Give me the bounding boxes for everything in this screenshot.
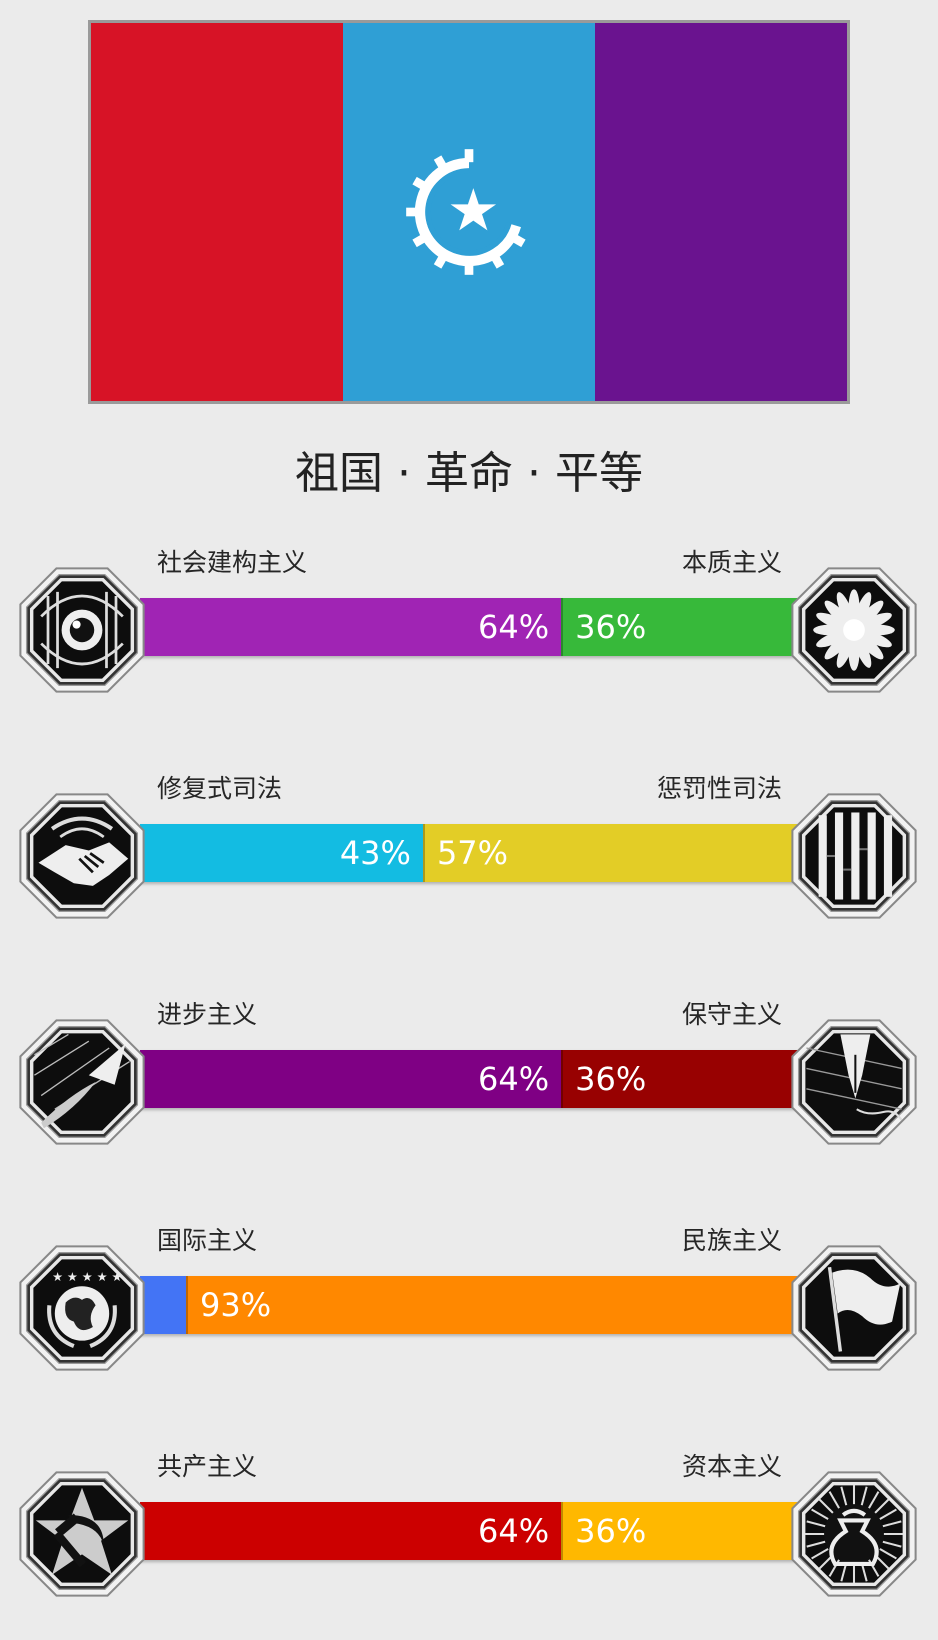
axis-row: 进步主义 保守主义 64% 36%	[0, 1000, 938, 1160]
axis-left-percent: 64%	[477, 608, 550, 646]
axis-bar-left-segment: 43%	[140, 824, 423, 882]
axis-right-percent: 93%	[200, 1286, 272, 1324]
axis-left-percent: 64%	[477, 1512, 550, 1550]
flag-band-red	[91, 23, 343, 401]
axis-bar-right-segment: 93%	[186, 1276, 798, 1334]
axis-row: 国际主义 民族主义 93% ★ ★ ★ ★ ★	[0, 1226, 938, 1386]
axis-right-label: 保守主义	[681, 1000, 782, 1029]
axis-left-label: 国际主义	[157, 1226, 258, 1255]
axis-bar: 64% 36%	[140, 1050, 798, 1108]
svg-text:★ ★ ★ ★ ★: ★ ★ ★ ★ ★	[52, 1270, 122, 1284]
prison-bars-icon	[786, 788, 922, 924]
axis-bar-left-segment: 64%	[140, 598, 562, 656]
axis-right-label: 民族主义	[681, 1226, 782, 1255]
axis-left-label: 修复式司法	[157, 774, 283, 803]
axis-bar-left-segment: 64%	[140, 1050, 562, 1108]
hammer-sickle-icon	[14, 1466, 150, 1602]
axis-right-percent: 36%	[575, 1060, 647, 1098]
axis-row: 修复式司法 惩罚性司法 43% 57%	[0, 774, 938, 934]
axis-bar: 64% 36%	[140, 598, 798, 656]
fountain-pen-icon	[786, 1014, 922, 1150]
flag-band-blue	[343, 23, 595, 401]
axis-bar-left-segment	[140, 1276, 187, 1334]
axis-bar-right-segment: 57%	[422, 824, 798, 882]
axis-left-label: 进步主义	[157, 1000, 258, 1029]
axis-left-percent: 64%	[477, 1060, 550, 1098]
flag	[88, 20, 850, 404]
axis-left-label: 社会建构主义	[157, 548, 308, 577]
axis-right-percent: 36%	[575, 608, 647, 646]
axis-bar: 64% 36%	[140, 1502, 798, 1560]
axis-bar-right-segment: 36%	[561, 598, 798, 656]
axis-row: 社会建构主义 本质主义 64% 36%	[0, 548, 938, 708]
axis-right-label: 资本主义	[681, 1452, 782, 1481]
axis-bar-right-segment: 36%	[561, 1050, 798, 1108]
axis-row: 共产主义 资本主义 64% 36%	[0, 1452, 938, 1612]
gear-star-emblem-icon	[406, 149, 526, 275]
flag-band-purple	[595, 23, 847, 401]
axis-left-label: 共产主义	[157, 1452, 258, 1481]
rocket-icon	[14, 1014, 150, 1150]
flag-icon	[786, 1240, 922, 1376]
axis-right-label: 本质主义	[681, 548, 782, 577]
axis-right-percent: 36%	[575, 1512, 647, 1550]
eye-icon	[14, 562, 150, 698]
money-bag-icon	[786, 1466, 922, 1602]
axis-left-percent: 43%	[339, 834, 411, 872]
axis-right-label: 惩罚性司法	[656, 774, 782, 803]
axis-bar: 43% 57%	[140, 824, 798, 882]
axis-bar: 93%	[140, 1276, 798, 1334]
axis-bar-left-segment: 64%	[140, 1502, 562, 1560]
axis-right-percent: 57%	[436, 834, 509, 872]
globe-icon: ★ ★ ★ ★ ★	[14, 1240, 150, 1376]
motto: 祖国 · 革命 · 平等	[295, 448, 643, 499]
flower-icon	[786, 562, 922, 698]
handshake-icon	[14, 788, 150, 924]
axis-bar-right-segment: 36%	[561, 1502, 798, 1560]
